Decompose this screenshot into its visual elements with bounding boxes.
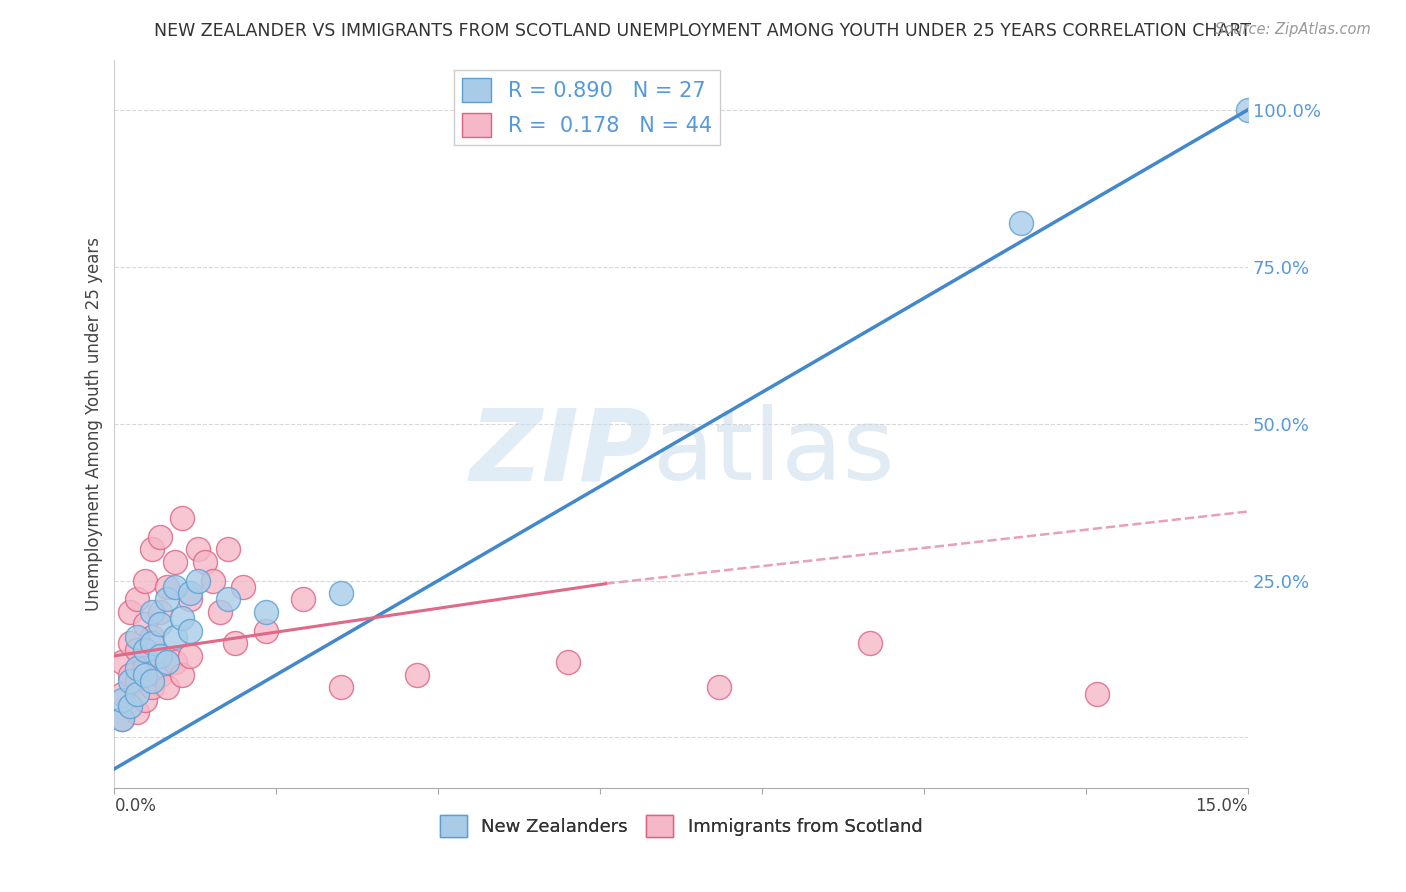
Point [330, 680, 353, 694]
Point [125, 661, 148, 675]
Point [125, 592, 148, 607]
Point [125, 673, 148, 688]
Point [111, 687, 134, 701]
Point [224, 636, 246, 650]
Point [156, 580, 179, 594]
Point [1010, 216, 1032, 230]
Point [134, 693, 156, 707]
Point [179, 592, 201, 607]
Point [134, 617, 156, 632]
Point [194, 555, 217, 569]
Point [125, 706, 148, 720]
Point [118, 699, 141, 714]
Point [163, 580, 186, 594]
Point [330, 586, 353, 600]
Legend: New Zealanders, Immigrants from Scotland: New Zealanders, Immigrants from Scotland [433, 807, 929, 844]
Point [149, 667, 172, 681]
Point [163, 630, 186, 644]
Point [217, 542, 239, 557]
Point [149, 605, 172, 619]
Point [179, 648, 201, 663]
Point [118, 699, 141, 714]
Point [1237, 103, 1260, 117]
Point [111, 655, 134, 669]
Point [141, 605, 163, 619]
Point [254, 605, 277, 619]
Point [156, 592, 179, 607]
Point [172, 667, 194, 681]
Point [125, 687, 148, 701]
Point [186, 542, 208, 557]
Point [141, 680, 163, 694]
Point [149, 617, 172, 632]
Point [209, 605, 232, 619]
Point [149, 530, 172, 544]
Point [201, 574, 224, 588]
Text: 0.0%: 0.0% [114, 797, 156, 815]
Point [217, 592, 239, 607]
Text: Source: ZipAtlas.com: Source: ZipAtlas.com [1215, 22, 1371, 37]
Point [141, 636, 163, 650]
Point [292, 592, 315, 607]
Point [179, 586, 201, 600]
Text: atlas: atlas [652, 404, 894, 501]
Point [156, 655, 179, 669]
Point [163, 655, 186, 669]
Text: 15.0%: 15.0% [1195, 797, 1249, 815]
Point [111, 693, 134, 707]
Point [405, 667, 427, 681]
Point [111, 712, 134, 726]
Point [1085, 687, 1108, 701]
Point [557, 655, 579, 669]
Point [172, 611, 194, 625]
Point [118, 605, 141, 619]
Text: ZIP: ZIP [470, 404, 652, 501]
Point [111, 712, 134, 726]
Point [141, 542, 163, 557]
Point [149, 648, 172, 663]
Text: NEW ZEALANDER VS IMMIGRANTS FROM SCOTLAND UNEMPLOYMENT AMONG YOUTH UNDER 25 YEAR: NEW ZEALANDER VS IMMIGRANTS FROM SCOTLAN… [155, 22, 1251, 40]
Point [141, 630, 163, 644]
Point [172, 510, 194, 524]
Point [707, 680, 730, 694]
Point [134, 667, 156, 681]
Point [125, 630, 148, 644]
Point [134, 661, 156, 675]
Point [118, 667, 141, 681]
Point [156, 680, 179, 694]
Point [254, 624, 277, 638]
Point [134, 642, 156, 657]
Point [232, 580, 254, 594]
Point [186, 574, 208, 588]
Point [179, 624, 201, 638]
Y-axis label: Unemployment Among Youth under 25 years: Unemployment Among Youth under 25 years [86, 236, 103, 611]
Point [134, 574, 156, 588]
Point [118, 636, 141, 650]
Point [163, 555, 186, 569]
Point [859, 636, 882, 650]
Point [125, 642, 148, 657]
Point [141, 673, 163, 688]
Point [118, 673, 141, 688]
